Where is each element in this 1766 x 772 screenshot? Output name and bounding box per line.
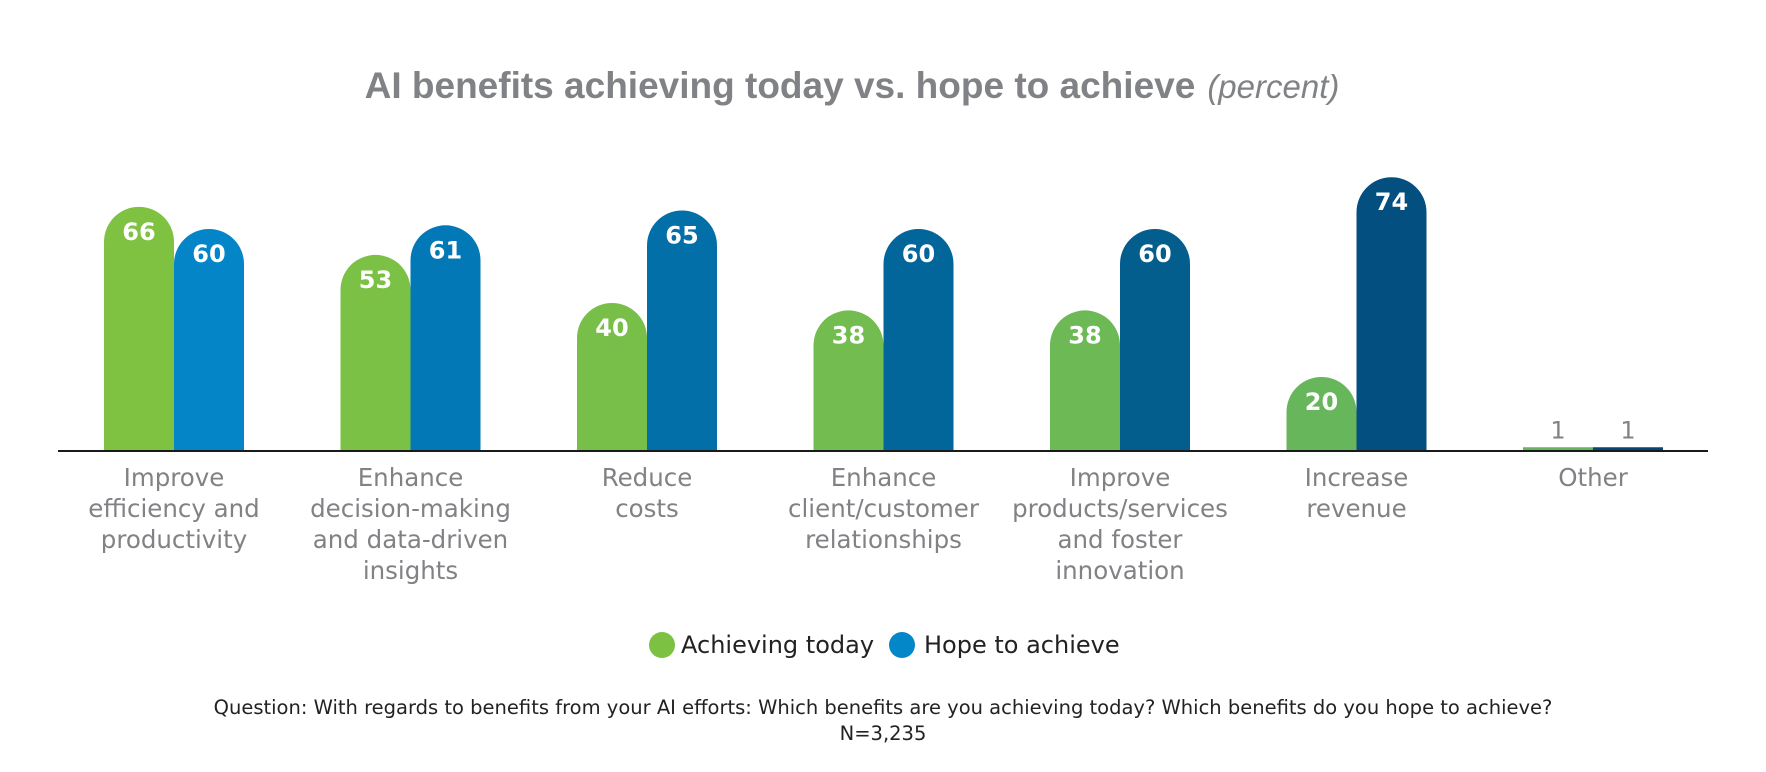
chart-title-main: AI benefits achieving today vs. hope to … — [365, 65, 1196, 106]
category-label-5-line-1: revenue — [1306, 494, 1406, 523]
data-label-achieving-4: 38 — [1068, 321, 1101, 349]
legend-label-achieving: Achieving today — [681, 631, 874, 659]
category-label-4-line-0: Improve — [1070, 463, 1171, 492]
legend: Achieving today Hope to achieve — [649, 631, 1120, 659]
category-label-0-line-1: efficiency and — [88, 494, 260, 523]
bar-hope-0 — [174, 229, 244, 451]
bar-hope-5 — [1356, 177, 1427, 451]
category-label-3-line-1: client/customer — [788, 494, 980, 523]
category-label-0-line-2: productivity — [101, 525, 247, 554]
bar-achieving-1 — [340, 254, 411, 451]
category-label-3-line-0: Enhance — [831, 463, 937, 492]
data-label-hope-4: 60 — [1138, 240, 1171, 268]
data-label-hope-3: 60 — [902, 240, 935, 268]
category-label-4-line-3: innovation — [1055, 556, 1184, 585]
legend-swatch-achieving — [649, 632, 675, 658]
data-label-hope-2: 65 — [665, 222, 698, 250]
category-label-2-line-0: Reduce — [602, 463, 693, 492]
bar-achieving-5 — [1286, 377, 1357, 451]
legend-label-hope: Hope to achieve — [924, 631, 1120, 659]
data-label-achieving-3: 38 — [832, 321, 865, 349]
bar-achieving-4 — [1050, 310, 1120, 451]
footnote-sample-size: N=3,235 — [840, 722, 927, 745]
category-label-1-line-2: and data-driven — [313, 525, 508, 554]
bar-hope-2 — [647, 210, 717, 451]
data-label-achieving-0: 66 — [122, 218, 155, 246]
bar-hope-3 — [883, 229, 954, 451]
chart-title: AI benefits achieving today vs. hope to … — [365, 65, 1340, 106]
footnote-question: Question: With regards to benefits from … — [214, 696, 1553, 719]
category-label-4-line-1: products/services — [1012, 494, 1228, 523]
bar-hope-1 — [410, 225, 481, 451]
category-label-0-line-0: Improve — [124, 463, 225, 492]
category-label-2-line-1: costs — [615, 494, 679, 523]
data-label-hope-0: 60 — [192, 240, 225, 268]
bar-achieving-3 — [813, 310, 884, 451]
legend-swatch-hope — [889, 632, 915, 658]
bars-group — [104, 177, 1663, 451]
bar-hope-4 — [1120, 229, 1190, 451]
data-label-hope-1: 61 — [429, 236, 462, 264]
data-label-hope-6: 1 — [1620, 416, 1635, 444]
category-label-1-line-3: insights — [363, 556, 458, 585]
chart-title-unit: (percent) — [1207, 68, 1339, 105]
category-label-3-line-2: relationships — [805, 525, 962, 554]
bar-achieving-2 — [577, 303, 647, 451]
data-label-achieving-6: 1 — [1550, 416, 1565, 444]
data-label-achieving-1: 53 — [359, 266, 392, 294]
category-label-1-line-1: decision-making — [310, 494, 511, 523]
data-label-hope-5: 74 — [1375, 188, 1408, 216]
category-label-1-line-0: Enhance — [358, 463, 464, 492]
category-label-6-line-0: Other — [1558, 463, 1628, 492]
category-label-4-line-2: and foster — [1057, 525, 1183, 554]
category-label-5-line-0: Increase — [1305, 463, 1409, 492]
value-labels-group: 66 60 53 61 40 65 38 60 38 60 20 74 1 1 — [122, 188, 1635, 444]
data-label-achieving-2: 40 — [595, 314, 628, 342]
data-label-achieving-5: 20 — [1305, 388, 1338, 416]
bar-achieving-0 — [104, 206, 174, 451]
